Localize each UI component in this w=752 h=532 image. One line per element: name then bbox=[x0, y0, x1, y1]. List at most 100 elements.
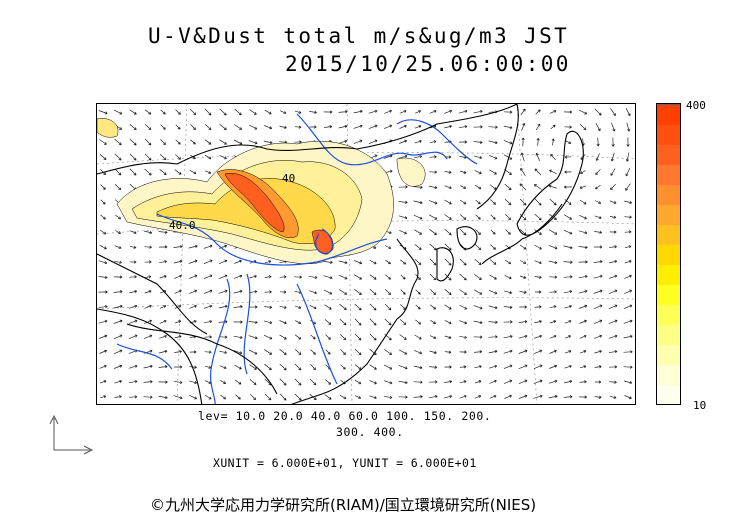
wind-arrow bbox=[189, 394, 198, 400]
wind-arrow bbox=[444, 124, 452, 129]
wind-arrow bbox=[398, 154, 408, 159]
wind-arrow bbox=[369, 274, 377, 280]
wind-arrow bbox=[248, 349, 258, 355]
wind-arrow bbox=[369, 318, 377, 326]
dust-map: 40.0 40 bbox=[96, 103, 636, 405]
wind-arrow bbox=[114, 153, 122, 161]
colorbar-segment bbox=[657, 204, 680, 225]
wind-arrow bbox=[626, 122, 631, 132]
wind-arrow bbox=[579, 350, 587, 354]
wind-arrow bbox=[144, 168, 152, 176]
wind-arrow bbox=[519, 213, 527, 221]
wind-arrow bbox=[429, 273, 437, 281]
wind-arrow bbox=[399, 124, 407, 129]
wind-arrow bbox=[325, 379, 332, 385]
wind-arrow bbox=[549, 334, 557, 339]
wind-arrow bbox=[428, 200, 438, 205]
wind-arrow bbox=[354, 260, 363, 265]
wind-arrow bbox=[385, 259, 391, 265]
wind-arrow bbox=[624, 274, 632, 279]
wind-arrow bbox=[489, 184, 497, 190]
wind-arrow bbox=[503, 364, 513, 369]
wind-arrow bbox=[129, 275, 137, 279]
wind-arrow bbox=[609, 380, 617, 384]
wind-arrow bbox=[610, 108, 616, 117]
wind-arrow bbox=[488, 289, 498, 295]
wind-arrow bbox=[188, 259, 198, 264]
wind-arrow bbox=[473, 320, 483, 325]
wind-arrow bbox=[204, 170, 212, 174]
wind-arrow bbox=[459, 350, 467, 354]
wind-arrow bbox=[218, 304, 228, 309]
wind-arrow bbox=[399, 109, 407, 114]
wind-arrow bbox=[519, 183, 527, 191]
wind-arrow bbox=[518, 394, 528, 399]
wind-arrow bbox=[535, 109, 541, 115]
wind-arrow bbox=[354, 289, 362, 296]
wind-arrow bbox=[578, 289, 588, 294]
wind-arrow bbox=[413, 200, 423, 205]
map-canvas: 40.0 40 bbox=[97, 104, 635, 404]
wind-arrow bbox=[548, 184, 558, 189]
wind-arrow bbox=[414, 155, 423, 159]
wind-arrow bbox=[429, 243, 437, 251]
wind-arrow bbox=[158, 380, 168, 384]
wind-arrow bbox=[384, 109, 392, 114]
wind-arrow bbox=[99, 229, 107, 235]
wind-arrow bbox=[594, 395, 602, 399]
wind-arrow bbox=[354, 318, 362, 326]
wind-arrow bbox=[189, 169, 197, 175]
wind-arrow bbox=[608, 289, 618, 295]
wind-arrow bbox=[115, 214, 122, 220]
wind-arrow bbox=[548, 229, 558, 235]
wind-arrow bbox=[99, 154, 107, 161]
wind-arrow bbox=[174, 289, 182, 294]
wind-arrow bbox=[595, 200, 602, 204]
wind-arrow bbox=[624, 230, 632, 234]
wind-arrow bbox=[294, 393, 302, 401]
wind-arrow bbox=[204, 154, 212, 160]
wind-arrow bbox=[248, 140, 258, 145]
wind-arrow bbox=[219, 155, 227, 160]
wind-arrow bbox=[444, 365, 452, 369]
wind-arrow bbox=[430, 320, 436, 325]
wind-arrow bbox=[549, 290, 557, 294]
wind-arrow bbox=[474, 184, 482, 190]
wind-arrow bbox=[564, 364, 572, 369]
wind-arrow bbox=[144, 275, 152, 279]
wind-arrow bbox=[234, 259, 242, 264]
coastlines bbox=[97, 104, 584, 404]
wind-arrow bbox=[458, 125, 468, 129]
wind-arrow bbox=[488, 349, 498, 354]
wind-arrow bbox=[474, 170, 482, 175]
wind-arrow bbox=[113, 275, 123, 279]
wind-arrow bbox=[593, 260, 603, 264]
wind-arrow bbox=[158, 349, 168, 354]
wind-arrow bbox=[623, 365, 633, 369]
wind-arrow bbox=[114, 245, 122, 249]
wind-arrow bbox=[534, 213, 542, 221]
wind-arrow bbox=[564, 155, 572, 159]
wind-arrow bbox=[264, 363, 272, 371]
wind-arrow bbox=[383, 380, 393, 385]
wind-arrow bbox=[263, 334, 273, 340]
wind-arrow bbox=[264, 275, 272, 279]
wind-arrow bbox=[234, 108, 242, 116]
wind-arrow bbox=[234, 364, 242, 370]
graticule bbox=[97, 104, 635, 404]
wind-arrow bbox=[325, 334, 331, 340]
wind-arrow bbox=[249, 274, 257, 279]
colorbar-segment bbox=[657, 304, 680, 325]
wind-arrow bbox=[548, 394, 558, 399]
wind-arrow bbox=[609, 230, 617, 234]
wind-arrow bbox=[519, 198, 527, 206]
wind-arrow bbox=[143, 364, 153, 369]
wind-arrow bbox=[429, 170, 438, 174]
wind-arrow bbox=[518, 364, 528, 370]
wind-arrow bbox=[488, 364, 498, 369]
wind-arrow bbox=[114, 395, 122, 399]
wind-arrow bbox=[564, 304, 572, 309]
wind-arrow bbox=[113, 109, 123, 115]
wind-arrow bbox=[579, 109, 588, 115]
wind-arrow bbox=[384, 245, 392, 250]
